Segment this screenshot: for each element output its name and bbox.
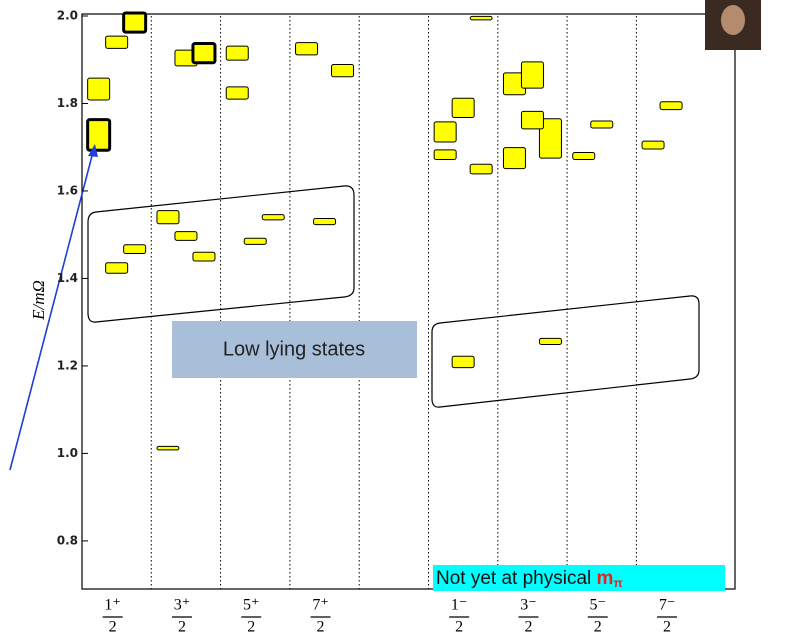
marks: [88, 13, 682, 450]
state-box: [434, 150, 456, 160]
state-box: [314, 219, 336, 225]
state-box: [539, 338, 561, 344]
state-box: [193, 44, 215, 63]
y-axis-label: E/mΩ: [29, 280, 48, 321]
state-box: [573, 152, 595, 159]
x-tick-numerator: 3⁺: [174, 597, 190, 614]
note: Not yet at physical mπ: [436, 568, 623, 590]
x-tick-denominator: 2: [663, 619, 671, 636]
state-box: [503, 148, 525, 169]
state-box: [175, 232, 197, 241]
annotation-text: Low lying states: [223, 338, 365, 360]
state-box: [470, 164, 492, 174]
x-tick-numerator: 5⁺: [243, 597, 259, 614]
y-tick-label: 1.4: [57, 271, 78, 285]
group-outline: [432, 296, 699, 407]
arrow: [10, 152, 93, 470]
y-tick-label: 0.8: [57, 533, 78, 547]
state-box: [106, 36, 128, 48]
state-box: [660, 102, 682, 110]
y-tick-label: 1.6: [57, 183, 78, 197]
x-tick-denominator: 2: [247, 619, 255, 636]
note-subscript: π: [613, 576, 622, 590]
y-tick-label: 1.8: [57, 96, 78, 110]
x-tick-denominator: 2: [109, 619, 117, 636]
state-box: [521, 111, 543, 128]
chart: Low lying states Not yet at physical mπ …: [0, 0, 801, 640]
x-tick-denominator: 2: [317, 619, 325, 636]
x-tick-numerator: 7⁻: [659, 597, 675, 614]
state-box: [262, 215, 284, 220]
state-box: [193, 252, 215, 261]
x-tick-numerator: 3⁻: [520, 597, 536, 614]
state-box: [296, 43, 318, 55]
x-tick-numerator: 5⁻: [590, 597, 606, 614]
state-box: [226, 46, 248, 60]
state-box: [452, 98, 474, 117]
state-box: [332, 65, 354, 77]
x-tick-denominator: 2: [455, 619, 463, 636]
x-tick-denominator: 2: [594, 619, 602, 636]
state-box: [642, 141, 664, 149]
state-box: [106, 263, 128, 273]
state-box: [157, 446, 179, 449]
state-box: [88, 78, 110, 100]
note-text: Not yet at physical: [436, 568, 597, 589]
state-box: [452, 356, 474, 367]
x-tick-numerator: 1⁻: [451, 597, 467, 614]
state-box: [157, 211, 179, 224]
state-box: [124, 245, 146, 254]
state-box: [470, 16, 492, 19]
x-tick-denominator: 2: [524, 619, 532, 636]
state-box: [124, 13, 146, 32]
state-box: [88, 120, 110, 151]
x-tick-denominator: 2: [178, 619, 186, 636]
y-tick-label: 1.0: [57, 446, 78, 460]
state-box: [244, 238, 266, 244]
note-symbol: m: [597, 568, 614, 589]
photo-face: [721, 5, 745, 35]
y-tick-label: 1.2: [57, 358, 78, 372]
y-tick-label: 2.0: [57, 9, 78, 23]
state-box: [521, 62, 543, 88]
grid: [151, 16, 636, 589]
x-tick-numerator: 7⁺: [312, 597, 328, 614]
state-box: [591, 121, 613, 128]
x-tick-numerator: 1⁺: [104, 597, 120, 614]
state-box: [434, 122, 456, 142]
state-box: [226, 87, 248, 99]
